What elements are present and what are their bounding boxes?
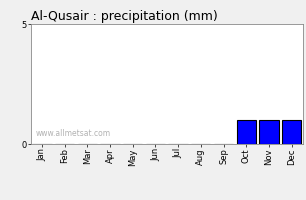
Text: Al-Qusair : precipitation (mm): Al-Qusair : precipitation (mm) <box>31 10 217 23</box>
Text: www.allmetsat.com: www.allmetsat.com <box>36 129 111 138</box>
Bar <box>237 120 256 144</box>
Bar <box>259 120 278 144</box>
Bar <box>282 120 301 144</box>
